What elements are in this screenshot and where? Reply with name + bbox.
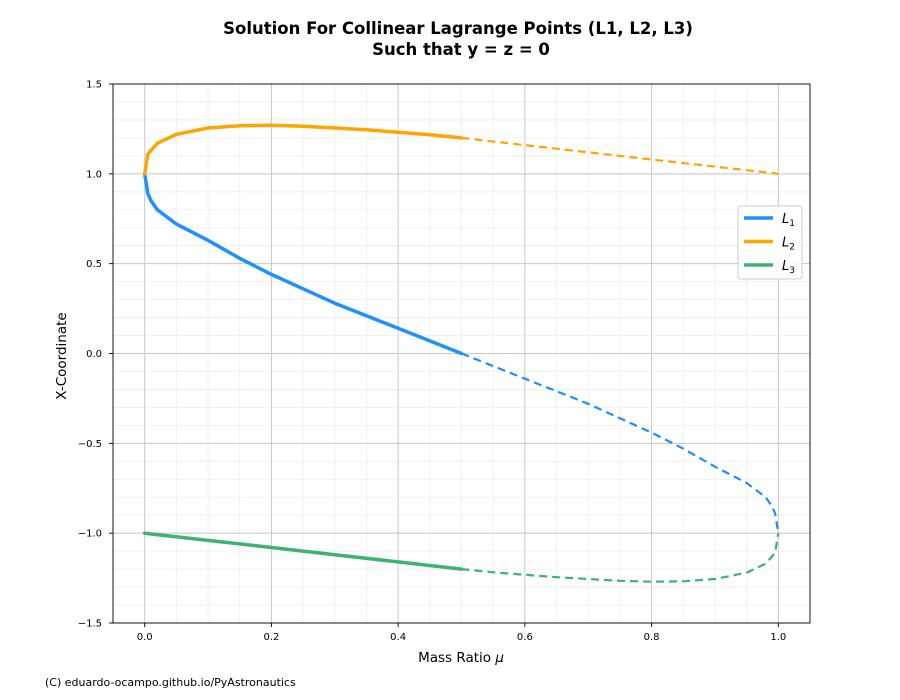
x-tick-label: 0.4 bbox=[390, 632, 406, 643]
legend-label-l3: L3 bbox=[782, 259, 795, 276]
y-axis-ticks: 1.5 1.0 0.5 0.0 −0.5 −1.0 −1.5 bbox=[78, 80, 113, 630]
y-axis-label: X-Coordinate bbox=[54, 312, 70, 399]
x-tick-label: 0.8 bbox=[644, 632, 660, 643]
legend-label-l1: L1 bbox=[782, 212, 795, 229]
series-l3-solid-line bbox=[142, 531, 464, 571]
legend-label-l2: L2 bbox=[782, 236, 795, 253]
x-tick-label: 0.6 bbox=[517, 632, 533, 643]
legend-label-l2-name: L bbox=[782, 236, 789, 251]
legend-label-l2-subscript: 2 bbox=[789, 243, 795, 253]
series-l2-solid-line bbox=[142, 123, 464, 176]
x-axis-label-text: Mass Ratio bbox=[418, 650, 495, 666]
x-tick-label: 0.0 bbox=[137, 632, 153, 643]
chart-title-line-1: Solution For Collinear Lagrange Points (… bbox=[223, 19, 693, 38]
x-tick-label: 0.2 bbox=[263, 632, 279, 643]
legend-label-l1-subscript: 1 bbox=[789, 219, 795, 229]
chart-title-line-2: Such that y = z = 0 bbox=[372, 40, 550, 59]
credit-text: (C) eduardo-ocampo.github.io/PyAstronaut… bbox=[45, 676, 296, 689]
series-l1-solid-line bbox=[142, 172, 464, 356]
y-tick-label: −1.0 bbox=[78, 529, 102, 540]
y-tick-label: 0.0 bbox=[86, 349, 102, 360]
legend-label-l3-subscript: 3 bbox=[789, 266, 795, 276]
x-tick-label: 1.0 bbox=[770, 632, 786, 643]
series-l2-dashed-line bbox=[461, 136, 779, 175]
y-tick-label: 0.5 bbox=[86, 259, 102, 270]
series-layer bbox=[142, 123, 780, 583]
x-axis-ticks: 0.0 0.2 0.4 0.6 0.8 1.0 bbox=[137, 623, 786, 643]
y-tick-label: −0.5 bbox=[78, 439, 102, 450]
series-l1-dashed-line bbox=[461, 352, 780, 534]
legend-label-l3-name: L bbox=[782, 259, 789, 274]
legend-label-l1-name: L bbox=[782, 212, 789, 227]
y-tick-label: 1.5 bbox=[86, 80, 102, 91]
y-tick-label: 1.0 bbox=[86, 169, 102, 180]
x-axis-label: Mass Ratio μ bbox=[418, 650, 504, 666]
y-tick-label: −1.5 bbox=[78, 619, 102, 630]
x-axis-label-symbol: μ bbox=[494, 650, 504, 666]
